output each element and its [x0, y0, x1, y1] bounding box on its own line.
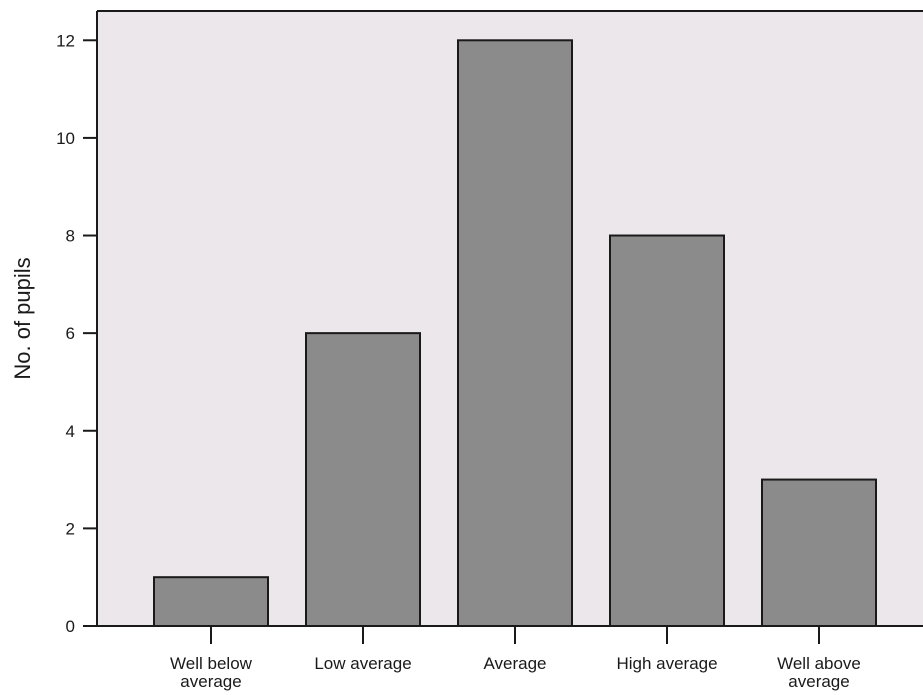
y-tick-label: 4	[66, 422, 75, 441]
x-tick-label: Average	[483, 654, 546, 673]
axes-layer	[83, 10, 923, 644]
bar	[457, 39, 573, 628]
x-tick-label: Well below average	[170, 654, 253, 691]
bars-layer	[153, 39, 877, 628]
labels-layer: Well below average Low average Average High …	[56, 31, 861, 691]
bar	[609, 234, 725, 627]
y-tick-label: 6	[66, 324, 75, 343]
y-tick-label: 8	[66, 227, 75, 246]
y-tick-label: 12	[56, 31, 75, 50]
x-tick-label: Well above average	[777, 654, 861, 691]
y-tick-label: 0	[66, 617, 75, 636]
x-tick-label: Low average	[314, 654, 411, 673]
x-tick-label: High average	[616, 654, 717, 673]
y-tick-label: 2	[66, 519, 75, 538]
bar	[761, 478, 877, 628]
bar	[305, 332, 421, 627]
bar	[153, 576, 269, 628]
y-axis-title: No. of pupils	[10, 257, 35, 379]
y-tick-label: 10	[56, 129, 75, 148]
